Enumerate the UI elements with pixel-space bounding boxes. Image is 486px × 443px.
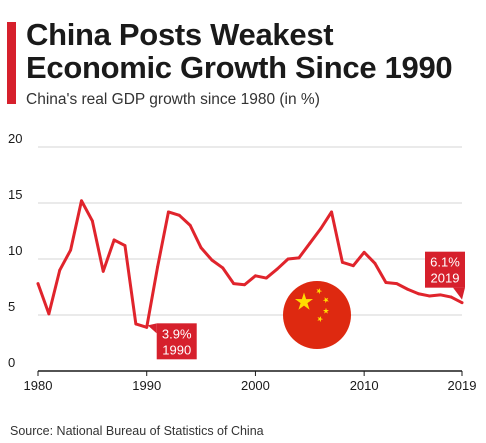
y-tick-label: 15: [8, 187, 22, 202]
x-tick-label: 2019: [448, 378, 477, 393]
data-point: [254, 274, 257, 278]
callout-year: 1990: [162, 342, 191, 357]
callout-year: 2019: [431, 271, 460, 286]
data-point: [221, 266, 225, 270]
y-tick-label: 10: [8, 243, 22, 258]
data-point: [286, 257, 290, 261]
title-accent-bar: [7, 22, 16, 104]
chart-subtitle: China's real GDP growth since 1980 (in %…: [26, 91, 320, 108]
data-point: [112, 238, 116, 242]
data-point: [156, 265, 159, 269]
data-point: [145, 325, 149, 329]
data-point: [80, 199, 83, 203]
data-point: [90, 219, 94, 223]
y-tick-label: 0: [8, 355, 15, 370]
data-point: [47, 312, 51, 316]
data-point: [406, 287, 410, 291]
data-point: [395, 282, 399, 286]
y-tick-label: 20: [8, 131, 22, 146]
data-point: [199, 246, 203, 250]
china-flag-icon: [283, 281, 351, 349]
gdp-growth-line: [36, 199, 464, 329]
callout-pointer: [147, 323, 157, 334]
annotation-callout: 6.1%2019: [425, 251, 465, 300]
flag-small-star: [317, 315, 324, 323]
data-point: [167, 210, 170, 214]
data-point: [264, 276, 268, 280]
data-point: [330, 210, 333, 214]
data-point: [427, 294, 431, 298]
data-point: [101, 269, 105, 273]
data-point: [36, 282, 40, 286]
x-tick-label: 1980: [24, 378, 53, 393]
flag-disc: [283, 281, 351, 349]
source-note: Source: National Bureau of Statistics of…: [10, 424, 264, 438]
callout-box: [425, 251, 465, 288]
data-point: [384, 281, 388, 284]
data-point: [341, 260, 344, 264]
data-point: [362, 250, 366, 254]
data-point: [373, 262, 377, 265]
data-point: [275, 267, 279, 271]
chart-title: China Posts Weakest Economic Growth Sinc…: [26, 17, 453, 85]
annotation-callout: 3.9%1990: [147, 323, 197, 360]
data-point: [188, 224, 192, 227]
data-point: [210, 258, 214, 262]
x-tick-label: 2010: [350, 378, 379, 393]
callout-value: 3.9%: [162, 326, 192, 341]
callout-box: [156, 323, 197, 360]
flag-small-star: [322, 297, 329, 304]
flag-small-star: [316, 287, 323, 295]
x-tick-label: 1990: [132, 378, 161, 393]
data-point: [123, 244, 127, 247]
y-tick-label: 5: [8, 299, 15, 314]
data-point: [297, 256, 301, 260]
flag-small-star: [322, 307, 330, 314]
callout-value: 6.1%: [430, 255, 460, 270]
flag-large-star: [294, 292, 314, 310]
title-line-2: Economic Growth Since 1990: [26, 50, 453, 85]
data-point: [69, 248, 73, 252]
callout-pointer: [453, 287, 465, 300]
data-point: [438, 293, 442, 297]
data-point: [308, 241, 312, 245]
data-point: [243, 283, 246, 287]
data-point: [58, 268, 62, 272]
data-point: [449, 295, 453, 299]
data-point: [177, 213, 181, 217]
data-point: [460, 301, 464, 305]
data-point: [134, 322, 138, 326]
title-line-1: China Posts Weakest: [26, 17, 334, 52]
data-point: [319, 227, 323, 231]
data-point: [351, 264, 355, 268]
x-tick-label: 2000: [241, 378, 270, 393]
data-point: [417, 292, 420, 296]
data-point: [232, 282, 236, 286]
